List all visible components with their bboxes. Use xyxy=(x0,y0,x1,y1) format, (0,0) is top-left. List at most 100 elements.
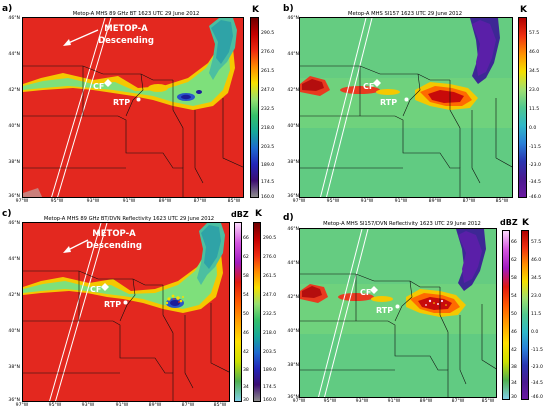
colorbar-tick: 218.0 xyxy=(261,126,275,131)
colorbar-tick: 203.5 xyxy=(263,350,277,355)
colorbar-tick-dbz: 34 xyxy=(511,381,517,386)
cf-marker-icon xyxy=(101,283,109,291)
colorbar-tick: 189.0 xyxy=(261,163,275,168)
colorbar-tick-dbz: 66 xyxy=(511,240,517,245)
lon-label: 95°W xyxy=(48,403,62,408)
colorbar-tick-dbz: 38 xyxy=(511,365,517,370)
panel-label: a) xyxy=(2,4,13,14)
lon-label: 93°W xyxy=(81,403,95,408)
lon-label: 87°W xyxy=(451,399,465,404)
lon-label: 91°W xyxy=(387,399,401,404)
lat-label: 38°N xyxy=(287,160,299,165)
colorbar-tick: -34.5 xyxy=(531,381,543,386)
lat-label: 40°N xyxy=(8,124,20,129)
colorbar-unit: K xyxy=(520,5,527,15)
colorbar-tick: 11.5 xyxy=(529,107,540,112)
lon-label: 85°W xyxy=(481,399,495,404)
colorbar-tick-dbz: 62 xyxy=(511,258,517,263)
satellite-pass: Descending xyxy=(98,36,154,46)
colorbar-tick: 290.5 xyxy=(261,31,275,36)
map-si157 xyxy=(299,17,513,198)
colorbar-tick: 57.5 xyxy=(529,31,540,36)
colorbar-si xyxy=(521,230,529,400)
lon-label: 85°W xyxy=(227,199,241,204)
colorbar-tick: 261.5 xyxy=(261,69,275,74)
colorbar-tick: 46.0 xyxy=(531,258,542,263)
lon-label: 87°W xyxy=(193,199,207,204)
cf-marker-icon xyxy=(104,79,112,87)
rtp-label: RTP xyxy=(376,306,394,315)
lon-label: 95°W xyxy=(50,199,64,204)
lat-label: 46°N xyxy=(8,221,20,226)
colorbar-tick: 276.0 xyxy=(263,255,277,260)
lat-label: 46°N xyxy=(287,16,299,21)
colorbar-tick: -46.0 xyxy=(529,195,541,200)
cf-label: CF xyxy=(93,82,105,91)
colorbar-unit: K xyxy=(255,209,262,219)
colorbar-tick-dbz: 30 xyxy=(511,395,517,400)
colorbar-tick: -11.5 xyxy=(531,348,543,353)
colorbar-tick: -34.5 xyxy=(529,180,541,185)
lat-label: 40°N xyxy=(8,329,20,334)
colorbar-tick: 232.5 xyxy=(263,312,277,317)
cf-label: CF xyxy=(90,285,102,294)
lon-label: 85°W xyxy=(495,199,509,204)
colorbar-tick-dbz: 46 xyxy=(243,331,249,336)
colorbar-tick-dbz: 66 xyxy=(243,236,249,241)
colorbar-tick-dbz: 50 xyxy=(243,312,249,317)
lat-label: 36°N xyxy=(287,395,299,400)
colorbar-tick: 23.0 xyxy=(529,88,540,93)
lon-label: 91°W xyxy=(122,199,136,204)
colorbar-tick: -23.0 xyxy=(531,365,543,370)
lat-label: 46°N xyxy=(287,227,299,232)
lon-label: 97°W xyxy=(292,399,306,404)
colorbar-tick-dbz: 54 xyxy=(243,293,249,298)
colorbar-si xyxy=(518,17,527,198)
lat-label: 40°N xyxy=(287,329,299,334)
lat-label: 36°N xyxy=(8,194,20,199)
rtp-marker-icon xyxy=(395,304,400,309)
colorbar-tick: 290.5 xyxy=(263,236,277,241)
colorbar-tick-dbz: 58 xyxy=(511,276,517,281)
colorbar-tick: 189.0 xyxy=(263,368,277,373)
lon-label: 89°W xyxy=(148,403,162,408)
colorbar-unit-dbz: dBZ xyxy=(500,218,518,227)
colorbar-tick: 34.5 xyxy=(531,276,542,281)
panel-title: Metop-A MHS 89 GHz BT 1623 UTC 29 June 2… xyxy=(72,11,200,17)
lat-label: 44°N xyxy=(8,52,20,57)
lon-label: 93°W xyxy=(360,199,374,204)
lon-label: 85°W xyxy=(213,403,227,408)
lon-label: 87°W xyxy=(181,403,195,408)
satellite-title: METOP-A xyxy=(104,24,148,34)
lon-label: 91°W xyxy=(115,403,129,408)
colorbar-tick: 160.0 xyxy=(261,195,275,200)
lat-label: 44°N xyxy=(287,261,299,266)
colorbar-tick: -23.0 xyxy=(529,163,541,168)
lat-label: 46°N xyxy=(8,16,20,21)
lat-label: 42°N xyxy=(8,88,20,93)
lat-label: 42°N xyxy=(8,293,20,298)
lat-label: 38°N xyxy=(8,365,20,370)
lat-label: 38°N xyxy=(8,160,20,165)
colorbar-tick-dbz: 46 xyxy=(511,330,517,335)
lon-label: 97°W xyxy=(15,199,29,204)
colorbar-unit: K xyxy=(522,218,529,228)
panel-title: Metop-A MHS SI157/DVN Reflectivity 1623 … xyxy=(323,221,481,227)
cf-marker-icon xyxy=(373,79,381,87)
lat-label: 42°N xyxy=(287,295,299,300)
cf-marker-icon xyxy=(370,286,378,294)
colorbar-tick: 218.0 xyxy=(263,331,277,336)
colorbar-tick: -46.0 xyxy=(531,395,543,400)
colorbar-tick: 276.0 xyxy=(261,50,275,55)
colorbar-dbz xyxy=(234,222,242,402)
colorbar-tick-dbz: 54 xyxy=(511,294,517,299)
colorbar-tick-dbz: 42 xyxy=(243,350,249,355)
colorbar-tick: 247.0 xyxy=(261,88,275,93)
colorbar-dbz xyxy=(502,230,510,400)
colorbar-tick: -11.5 xyxy=(529,145,541,150)
colorbar-tick: 23.0 xyxy=(531,294,542,299)
cf-label: CF xyxy=(363,82,375,91)
lon-label: 91°W xyxy=(394,199,408,204)
lat-label: 36°N xyxy=(8,398,20,403)
panel-label: c) xyxy=(2,209,12,219)
